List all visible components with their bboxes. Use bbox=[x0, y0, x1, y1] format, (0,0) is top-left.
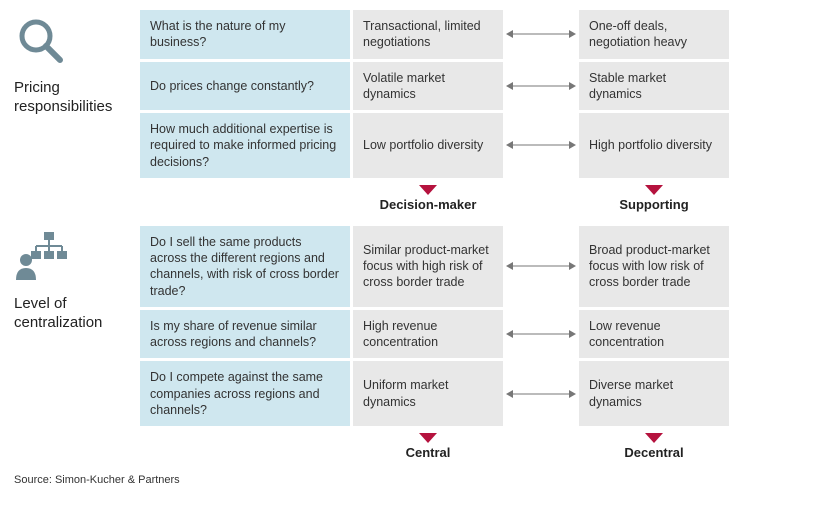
section-label: Pricing responsibilities bbox=[14, 79, 134, 117]
footer-right: Supporting bbox=[579, 185, 729, 212]
question-cell: Do I sell the same products across the d… bbox=[140, 226, 350, 307]
question-cell: Do prices change constantly? bbox=[140, 62, 350, 111]
footer-left: Central bbox=[353, 433, 503, 460]
double-arrow bbox=[506, 226, 576, 307]
section-label-col: Pricing responsibilities bbox=[14, 10, 134, 212]
left-answer-cell: Uniform market dynamics bbox=[353, 361, 503, 426]
question-cell: How much additional expertise is require… bbox=[140, 113, 350, 178]
table-row: Do prices change constantly? Volatile ma… bbox=[140, 62, 826, 111]
source-text: Source: Simon-Kucher & Partners bbox=[14, 474, 826, 486]
question-cell: Do I compete against the same companies … bbox=[140, 361, 350, 426]
double-arrow bbox=[506, 10, 576, 59]
footer-right: Decentral bbox=[579, 433, 729, 460]
right-answer-cell: High portfolio diversity bbox=[579, 113, 729, 178]
footer-row: Central Decentral bbox=[140, 433, 826, 460]
table-row: Do I sell the same products across the d… bbox=[140, 226, 826, 307]
double-arrow bbox=[506, 62, 576, 111]
right-answer-cell: Diverse market dynamics bbox=[579, 361, 729, 426]
triangle-down-icon bbox=[419, 433, 437, 443]
table-row: Is my share of revenue similar across re… bbox=[140, 310, 826, 359]
double-arrow bbox=[506, 113, 576, 178]
left-answer-cell: High revenue concentration bbox=[353, 310, 503, 359]
footer-left-label: Decision-maker bbox=[380, 197, 477, 212]
triangle-down-icon bbox=[419, 185, 437, 195]
footer-right-label: Supporting bbox=[619, 197, 688, 212]
question-cell: What is the nature of my business? bbox=[140, 10, 350, 59]
rows-container: What is the nature of my business? Trans… bbox=[140, 10, 826, 212]
table-row: How much additional expertise is require… bbox=[140, 113, 826, 178]
right-answer-cell: Stable market dynamics bbox=[579, 62, 729, 111]
triangle-down-icon bbox=[645, 185, 663, 195]
section-label: Level of centralization bbox=[14, 295, 134, 333]
table-row: Do I compete against the same companies … bbox=[140, 361, 826, 426]
org-person-icon bbox=[14, 230, 72, 287]
footer-right-label: Decentral bbox=[624, 445, 683, 460]
double-arrow bbox=[506, 310, 576, 359]
magnifier-icon bbox=[14, 14, 68, 71]
left-answer-cell: Similar product-market focus with high r… bbox=[353, 226, 503, 307]
section-pricing: Pricing responsibilities What is the nat… bbox=[14, 10, 826, 212]
section-centralization: Level of centralization Do I sell the sa… bbox=[14, 226, 826, 460]
right-answer-cell: Low revenue concentration bbox=[579, 310, 729, 359]
triangle-down-icon bbox=[645, 433, 663, 443]
left-answer-cell: Transactional, limited negotiations bbox=[353, 10, 503, 59]
footer-left-label: Central bbox=[406, 445, 451, 460]
footer-left: Decision-maker bbox=[353, 185, 503, 212]
question-cell: Is my share of revenue similar across re… bbox=[140, 310, 350, 359]
left-answer-cell: Low portfolio diversity bbox=[353, 113, 503, 178]
left-answer-cell: Volatile market dynamics bbox=[353, 62, 503, 111]
footer-row: Decision-maker Supporting bbox=[140, 185, 826, 212]
right-answer-cell: One-off deals, negotiation heavy bbox=[579, 10, 729, 59]
table-row: What is the nature of my business? Trans… bbox=[140, 10, 826, 59]
right-answer-cell: Broad product-market focus with low risk… bbox=[579, 226, 729, 307]
section-label-col: Level of centralization bbox=[14, 226, 134, 460]
double-arrow bbox=[506, 361, 576, 426]
rows-container: Do I sell the same products across the d… bbox=[140, 226, 826, 460]
